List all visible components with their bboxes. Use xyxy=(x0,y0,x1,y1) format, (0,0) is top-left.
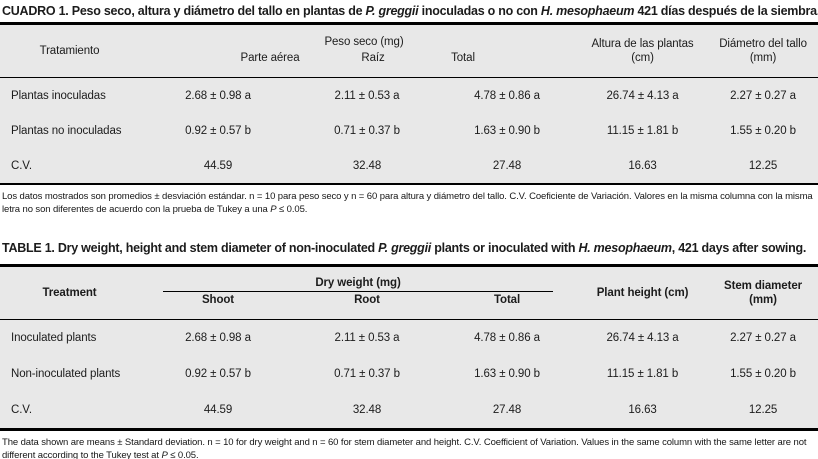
cuadro-body: Plantas inoculadas 2.68 ± 0.98 a 2.11 ± … xyxy=(0,77,818,185)
table-title: TABLE 1. Dry weight, height and stem dia… xyxy=(0,239,818,259)
footnote-text: Los datos mostrados son promedios ± desv… xyxy=(2,191,813,216)
row-label: C.V. xyxy=(11,159,32,172)
cell-shoot: 2.68 ± 0.98 a xyxy=(139,77,297,113)
cell-total: 1.63 ± 0.90 b xyxy=(474,368,540,381)
cell-diameter: 12.25 xyxy=(748,404,778,417)
cell-total: 4.78 ± 0.86 a xyxy=(437,77,578,113)
column-header-plant-height: Altura de las plantas (cm) xyxy=(591,37,694,64)
species-name-italic: H. mesophaeum xyxy=(578,241,672,256)
cell-diameter: 12.25 xyxy=(748,159,778,172)
column-group-label: Peso seco (mg) xyxy=(324,36,404,48)
species-name-italic: H. mesophaeum xyxy=(540,4,635,18)
cuadro-title-text: 421 días después de la siembra. xyxy=(634,4,818,18)
cell-root: 0.71 ± 0.37 b xyxy=(334,124,400,137)
footnote-text: ≤ 0.05. xyxy=(167,450,199,459)
cell-diameter: 2.27 ± 0.27 a xyxy=(708,319,818,357)
english-body: Inoculated plants 2.68 ± 0.98 a 2.11 ± 0… xyxy=(0,319,818,430)
row-label: C.V. xyxy=(11,404,32,417)
cell-shoot: 0.92 ± 0.57 b xyxy=(185,124,251,137)
column-header-stem-diameter: Diámetro del tallo (mm) xyxy=(719,37,807,64)
table-row: Plantas inoculadas 2.68 ± 0.98 a 2.11 ± … xyxy=(0,77,818,113)
column-subheader-root: Raíz xyxy=(361,52,385,64)
table-row: Inoculated plants 2.68 ± 0.98 a 2.11 ± 0… xyxy=(0,319,818,357)
footnote-text: The data shown are means ± Standard devi… xyxy=(2,437,807,459)
column-subheader-shoot: Shoot xyxy=(201,294,235,307)
row-label: Inoculated plants xyxy=(0,319,139,357)
cell-total: 27.48 xyxy=(492,404,522,417)
table-row: Non-inoculated plants 0.92 ± 0.57 b 0.71… xyxy=(0,356,818,392)
column-header-stem-diameter: Stem diameter (mm) xyxy=(724,279,803,307)
column-subheader-root: Root xyxy=(354,294,380,307)
table-row-cv: C.V. 44.59 32.48 27.48 16.63 12.25 xyxy=(0,392,818,430)
cell-total: 4.78 ± 0.86 a xyxy=(437,319,578,357)
cuadro-title-text: inoculadas o no con xyxy=(418,4,541,18)
species-name-italic: P. greggii xyxy=(365,4,419,18)
cuadro-footnote: Los datos mostrados son promedios ± desv… xyxy=(0,185,818,216)
cell-height: 16.63 xyxy=(628,404,657,417)
cell-shoot: 2.68 ± 0.98 a xyxy=(139,319,297,357)
cell-total: 1.63 ± 0.90 b xyxy=(474,124,540,137)
column-group-dry-weight: Dry weight (mg) xyxy=(139,266,577,293)
p-value-symbol: P xyxy=(270,204,277,216)
species-name-italic: P. greggii xyxy=(378,241,432,256)
cell-diameter: 2.27 ± 0.27 a xyxy=(708,77,818,113)
table-title-text: , 421 days after sowing. xyxy=(671,241,807,256)
cell-height: 16.63 xyxy=(628,159,657,172)
footnote-text: ≤ 0.05. xyxy=(276,204,308,216)
cuadro-data-table: Tratamiento Peso seco (mg) Altura de las… xyxy=(0,22,818,185)
cell-diameter: 1.55 ± 0.20 b xyxy=(730,368,796,381)
cell-diameter: 1.55 ± 0.20 b xyxy=(730,124,796,137)
column-group-dry-weight: Peso seco (mg) xyxy=(139,24,577,51)
column-subheader-total: Total xyxy=(451,52,475,64)
cell-height: 11.15 ± 1.81 b xyxy=(606,368,679,381)
english-header: Treatment Dry weight (mg) Plant height (… xyxy=(0,266,818,320)
table-row-cv: C.V. 44.59 32.48 27.48 16.63 12.25 xyxy=(0,148,818,184)
english-data-table: Treatment Dry weight (mg) Plant height (… xyxy=(0,264,818,432)
column-subheader-total: Total xyxy=(493,294,521,307)
row-label: Plantas inoculadas xyxy=(0,77,139,113)
cell-shoot: 0.92 ± 0.57 b xyxy=(185,368,251,381)
column-header-treatment: Tratamiento xyxy=(39,44,100,57)
cell-height: 26.74 ± 4.13 a xyxy=(577,77,709,113)
p-value-symbol: P xyxy=(161,450,168,459)
cell-root: 2.11 ± 0.53 a xyxy=(297,77,437,113)
column-header-plant-height: Plant height (cm) xyxy=(596,287,689,300)
table-title-text: plants or inoculated with xyxy=(431,241,579,256)
cell-total: 27.48 xyxy=(492,159,522,172)
column-header-treatment: Treatment xyxy=(42,287,97,300)
cuadro-title: CUADRO 1. Peso seco, altura y diámetro d… xyxy=(0,2,818,22)
row-label: Non-inoculated plants xyxy=(11,368,121,381)
column-group-label: Dry weight (mg) xyxy=(163,277,554,293)
table-title-text: TABLE 1. Dry weight, height and stem dia… xyxy=(2,241,379,256)
cell-height: 26.74 ± 4.13 a xyxy=(577,319,709,357)
cuadro-header: Tratamiento Peso seco (mg) Altura de las… xyxy=(0,24,818,78)
cell-root: 32.48 xyxy=(352,159,382,172)
cell-root: 32.48 xyxy=(352,404,382,417)
table-row: Plantas no inoculadas 0.92 ± 0.57 b 0.71… xyxy=(0,113,818,148)
cell-shoot: 44.59 xyxy=(203,159,233,172)
cuadro-title-text: CUADRO 1. Peso seco, altura y diámetro d… xyxy=(2,4,366,18)
cell-height: 11.15 ± 1.81 b xyxy=(606,124,679,137)
cell-shoot: 44.59 xyxy=(203,404,233,417)
row-label: Plantas no inoculadas xyxy=(11,124,122,137)
cell-root: 0.71 ± 0.37 b xyxy=(334,368,400,381)
column-subheader-shoot: Parte aérea xyxy=(240,52,300,64)
english-footnote: The data shown are means ± Standard devi… xyxy=(0,431,818,459)
cell-root: 2.11 ± 0.53 a xyxy=(297,319,437,357)
